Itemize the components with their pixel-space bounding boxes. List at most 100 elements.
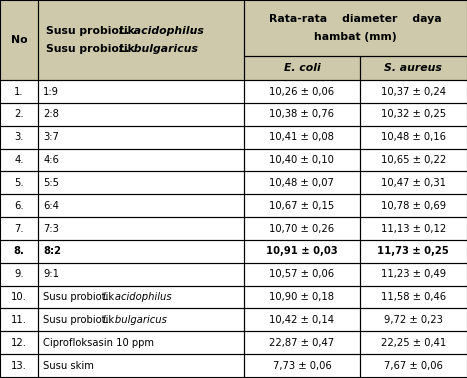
Text: 10,48 ± 0,16: 10,48 ± 0,16 [381, 132, 446, 142]
Bar [244, 56, 360, 80]
Text: 9.: 9. [14, 269, 24, 279]
Bar [244, 308, 360, 331]
Bar [0, 0, 38, 80]
Bar [360, 80, 467, 103]
Text: 9,72 ± 0,23: 9,72 ± 0,23 [384, 315, 443, 325]
Bar [0, 286, 38, 308]
Text: 10,47 ± 0,31: 10,47 ± 0,31 [381, 178, 446, 188]
Text: No: No [11, 35, 28, 45]
Text: 10,78 ± 0,69: 10,78 ± 0,69 [381, 201, 446, 211]
Bar [360, 217, 467, 240]
Text: L. acidophilus: L. acidophilus [119, 26, 204, 36]
Bar [0, 331, 38, 354]
Bar [360, 240, 467, 263]
Bar [0, 172, 38, 194]
Text: 3:7: 3:7 [43, 132, 59, 142]
Bar [0, 0, 38, 80]
Bar [38, 286, 244, 308]
Bar [244, 172, 360, 194]
Bar [244, 149, 360, 172]
Bar [244, 80, 360, 103]
Text: L. bulgaricus: L. bulgaricus [103, 315, 167, 325]
Bar [244, 126, 360, 149]
Text: Susu probiotik: Susu probiotik [43, 292, 118, 302]
Bar [244, 286, 360, 308]
Bar [38, 172, 244, 194]
Text: 7,67 ± 0,06: 7,67 ± 0,06 [384, 361, 443, 370]
Bar [0, 126, 38, 149]
Text: 9:1: 9:1 [43, 269, 59, 279]
Bar [244, 217, 360, 240]
Bar [38, 80, 244, 103]
Bar [360, 126, 467, 149]
Bar [244, 149, 360, 172]
Bar [244, 331, 360, 354]
Bar [244, 217, 360, 240]
Bar [360, 354, 467, 377]
Bar [38, 308, 244, 331]
Bar [244, 56, 360, 80]
Text: Susu probiotik: Susu probiotik [46, 44, 139, 54]
Bar [38, 263, 244, 286]
Text: 10,37 ± 0,24: 10,37 ± 0,24 [381, 87, 446, 96]
Text: 10,90 ± 0,18: 10,90 ± 0,18 [269, 292, 334, 302]
Bar [0, 103, 38, 126]
Text: 4:6: 4:6 [43, 155, 59, 165]
Text: Ciprofloksasin 10 ppm: Ciprofloksasin 10 ppm [43, 338, 154, 348]
Text: 6.: 6. [14, 201, 24, 211]
Text: 13.: 13. [11, 361, 27, 370]
Text: Susu probiotik: Susu probiotik [43, 315, 118, 325]
Bar [0, 194, 38, 217]
Text: 7.: 7. [14, 223, 24, 234]
Bar [0, 217, 38, 240]
Bar [360, 354, 467, 377]
Bar [360, 80, 467, 103]
Bar [38, 149, 244, 172]
Bar [0, 354, 38, 377]
Text: 10,32 ± 0,25: 10,32 ± 0,25 [381, 109, 446, 119]
Text: 7:3: 7:3 [43, 223, 59, 234]
Bar [360, 172, 467, 194]
Text: 12.: 12. [11, 338, 27, 348]
Text: 11.: 11. [11, 315, 27, 325]
Bar [360, 56, 467, 80]
Bar [38, 240, 244, 263]
Bar [38, 217, 244, 240]
Text: 8:2: 8:2 [43, 246, 61, 256]
Bar [0, 149, 38, 172]
Text: 7,73 ± 0,06: 7,73 ± 0,06 [273, 361, 331, 370]
Bar [244, 172, 360, 194]
Text: 11,23 ± 0,49: 11,23 ± 0,49 [381, 269, 446, 279]
Text: 11,73 ± 0,25: 11,73 ± 0,25 [377, 246, 449, 256]
Bar [0, 286, 38, 308]
Bar [244, 354, 360, 377]
Bar [38, 194, 244, 217]
Text: 10,91 ± 0,03: 10,91 ± 0,03 [266, 246, 338, 256]
Bar [38, 149, 244, 172]
Bar [38, 354, 244, 377]
Bar [38, 308, 244, 331]
Bar [38, 103, 244, 126]
Bar [360, 240, 467, 263]
Bar [38, 194, 244, 217]
Bar [38, 354, 244, 377]
Text: 11,13 ± 0,12: 11,13 ± 0,12 [381, 223, 446, 234]
Text: S. aureus: S. aureus [384, 63, 442, 73]
Bar [0, 240, 38, 263]
Bar [244, 354, 360, 377]
Bar [0, 308, 38, 331]
Bar [38, 172, 244, 194]
Text: E. coli: E. coli [283, 63, 320, 73]
Bar [244, 263, 360, 286]
Bar [0, 149, 38, 172]
Text: 10,57 ± 0,06: 10,57 ± 0,06 [269, 269, 334, 279]
Bar [38, 240, 244, 263]
Bar [244, 194, 360, 217]
Text: 1:9: 1:9 [43, 87, 59, 96]
Text: :: : [186, 26, 195, 36]
Text: 10,48 ± 0,07: 10,48 ± 0,07 [269, 178, 334, 188]
Text: 10,42 ± 0,14: 10,42 ± 0,14 [269, 315, 334, 325]
Text: 10,38 ± 0,76: 10,38 ± 0,76 [269, 109, 334, 119]
Text: 6:4: 6:4 [43, 201, 59, 211]
Bar [360, 103, 467, 126]
